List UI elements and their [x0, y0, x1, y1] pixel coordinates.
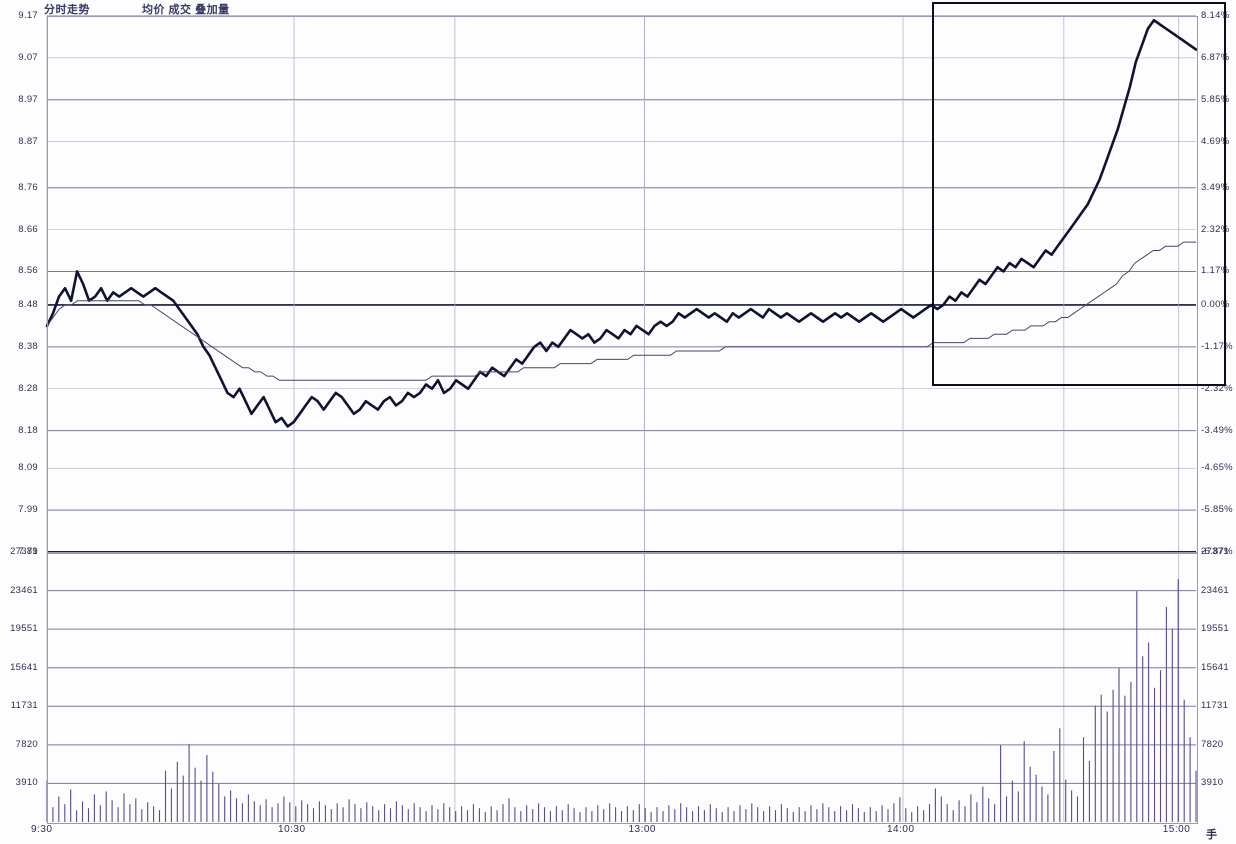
time-axis-tick: 9:30: [31, 824, 53, 835]
price-axis-tick: 7.89: [18, 546, 38, 557]
volume-axis-tick-right: 23461: [1201, 584, 1229, 596]
volume-axis-tick-right: 11731: [1201, 700, 1229, 712]
percent-axis-tick: -4.65%: [1201, 462, 1233, 474]
percent-axis-tick: -3.49%: [1201, 424, 1233, 436]
percent-axis-tick: -1.17%: [1201, 340, 1233, 352]
price-axis-tick: 8.97: [18, 93, 38, 105]
price-panel-frame: [47, 16, 1198, 554]
price-axis-tick: 8.87: [18, 135, 38, 147]
price-axis-tick: 8.28: [18, 382, 38, 394]
axis-corner-label: 手: [1206, 829, 1217, 841]
percent-axis-tick: 0.00%: [1201, 298, 1230, 310]
time-axis-tick: 15:00: [1162, 824, 1191, 835]
price-axis-tick: 8.56: [18, 265, 38, 277]
volume-panel-frame: [47, 552, 1198, 824]
volume-axis-tick-left: 7820: [15, 738, 38, 750]
percent-axis-tick: -5.85%: [1201, 504, 1233, 516]
price-axis-tick: 8.48: [18, 298, 38, 310]
price-axis-tick: 8.38: [18, 340, 38, 352]
percent-axis-tick: 1.17%: [1201, 265, 1230, 277]
volume-axis-tick-left: 15641: [10, 661, 38, 673]
volume-axis-tick-left: 27371: [10, 546, 38, 557]
percent-axis-tick: -6.87%: [1201, 546, 1233, 557]
price-axis-tick: 8.76: [18, 181, 38, 193]
time-axis-tick: 13:00: [628, 824, 656, 835]
volume-axis-tick-right: 15641: [1201, 661, 1229, 673]
time-axis-tick: 10:30: [278, 824, 306, 835]
volume-axis-tick-right: 19551: [1201, 623, 1229, 635]
percent-axis-tick: 2.32%: [1201, 223, 1230, 235]
time-axis-tick: 14:00: [887, 824, 915, 835]
chart-header: 分时走势 均价 成交 叠加量: [0, 0, 1236, 16]
volume-axis-tick-right: 3910: [1201, 777, 1224, 789]
percent-axis-tick: 4.69%: [1201, 135, 1230, 147]
price-axis-tick: 8.09: [18, 462, 38, 474]
percent-axis-tick: 3.49%: [1201, 181, 1230, 193]
percent-axis-tick: -2.32%: [1201, 382, 1233, 394]
price-axis-tick: 8.18: [18, 424, 38, 436]
volume-axis-tick-left: 19551: [10, 623, 38, 635]
percent-axis-tick: 5.85%: [1201, 93, 1230, 105]
percent-axis-right: 8.14% 6.87% 5.85% 4.69% 3.49% 2.32% 1.17% 0.00%…: [1196, 0, 1236, 844]
price-axis-tick: 7.99: [18, 504, 38, 516]
symbol-title: 分时走势: [44, 4, 90, 16]
percent-axis-tick: 8.14%: [1201, 10, 1230, 21]
price-axis-tick: 8.66: [18, 223, 38, 235]
volume-axis-tick-left: 3910: [15, 777, 38, 789]
volume-axis-tick-right: 7820: [1201, 738, 1224, 750]
volume-axis-tick-left: 11731: [10, 700, 38, 712]
series-legend-label: 均价 成交 叠加量: [142, 4, 230, 16]
volume-axis-tick-right: 27371: [1201, 546, 1229, 557]
percent-axis-tick: 6.87%: [1201, 51, 1230, 63]
volume-axis-tick-left: 23461: [10, 584, 38, 596]
price-axis-tick: 9.07: [18, 51, 38, 63]
price-axis-left: 9.17 9.07 8.97 8.87 8.76 8.66 8.56 8.48 8.38 8.28…: [0, 0, 42, 844]
price-axis-tick: 9.17: [18, 10, 38, 21]
